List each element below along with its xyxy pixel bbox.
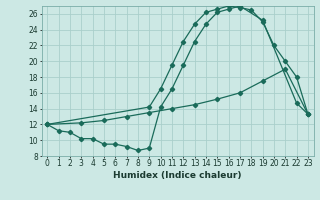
X-axis label: Humidex (Indice chaleur): Humidex (Indice chaleur) <box>113 171 242 180</box>
